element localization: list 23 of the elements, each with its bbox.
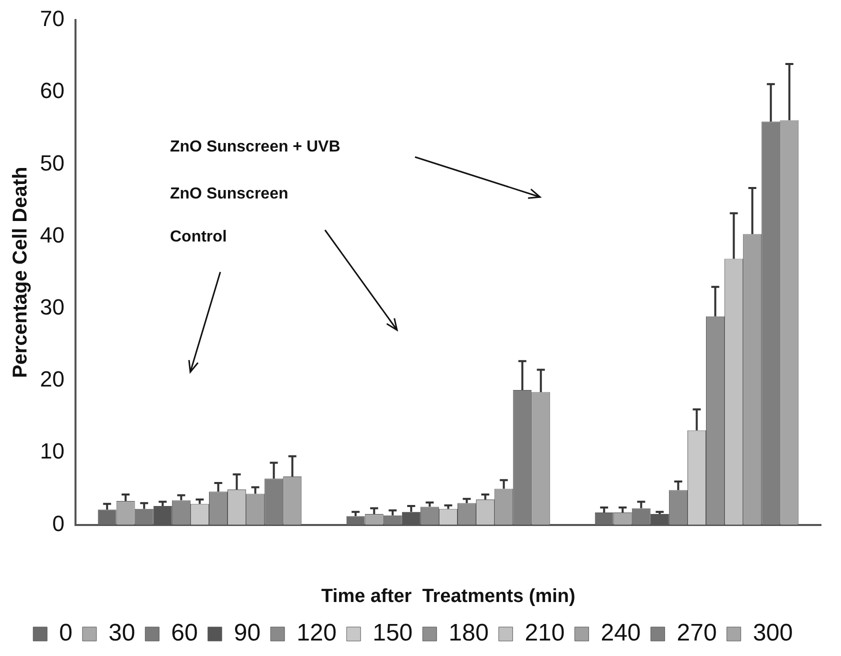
y-tick-label: 0 — [52, 510, 64, 536]
y-axis-title: Percentage Cell Death — [10, 166, 32, 378]
legend-label: 240 — [600, 620, 641, 647]
legend-label: 90 — [234, 620, 261, 647]
y-tick-label: 60 — [40, 78, 64, 104]
y-tick-label: 10 — [40, 438, 64, 464]
y-tick-label: 20 — [40, 366, 64, 392]
annotation: ZnO Sunscreen + UVB — [170, 138, 340, 156]
legend-label: 120 — [296, 620, 337, 647]
legend-label: 300 — [752, 620, 793, 647]
legend-label: 30 — [108, 620, 136, 647]
legend-label: 210 — [524, 620, 565, 647]
legend-label: 60 — [171, 620, 198, 647]
y-tick-label: 70 — [40, 6, 64, 32]
annotation: ZnO Sunscreen — [170, 185, 288, 202]
legend-label: 270 — [676, 620, 717, 647]
legend-label: 180 — [448, 620, 489, 647]
legend-label: 150 — [372, 620, 413, 647]
annotation: Control — [170, 228, 227, 246]
x-axis-title: Time after Treatments (min) — [321, 586, 576, 607]
y-tick-label: 50 — [40, 150, 64, 176]
y-tick-label: 30 — [40, 294, 64, 320]
y-tick-label: 40 — [40, 222, 64, 248]
